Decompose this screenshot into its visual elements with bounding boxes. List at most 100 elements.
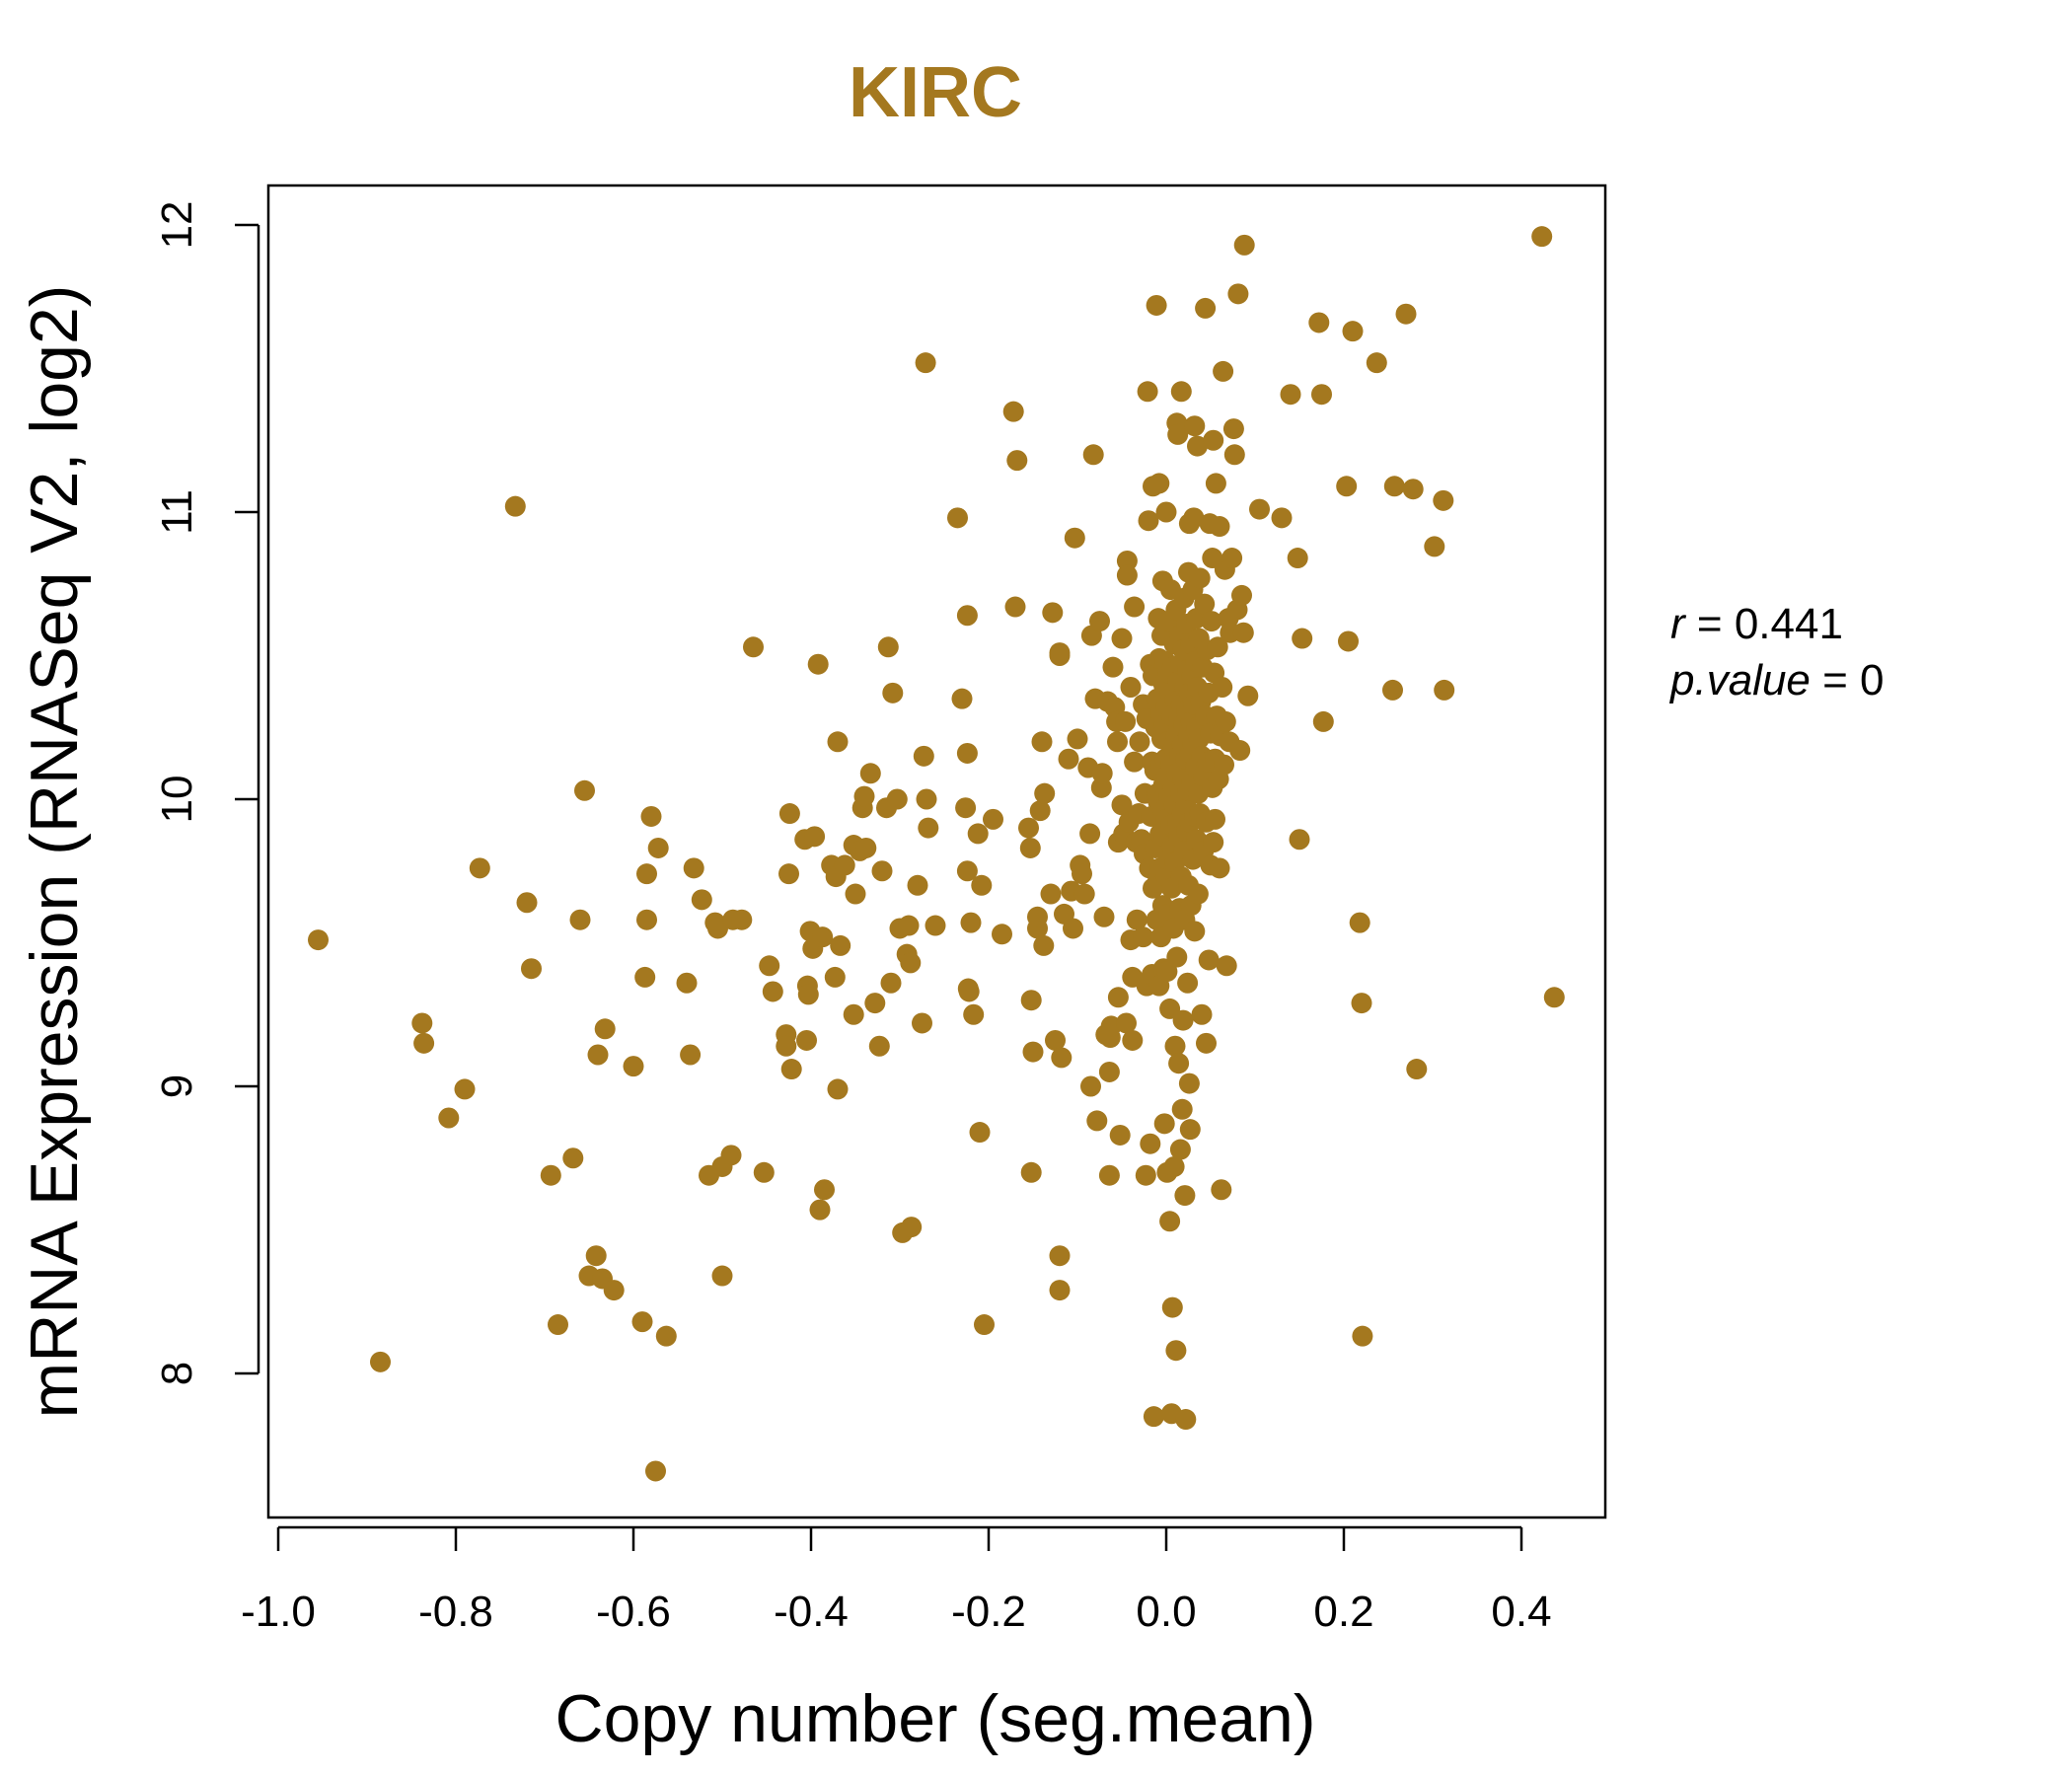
- scatter-point: [1164, 1035, 1186, 1057]
- scatter-point: [1093, 906, 1115, 927]
- y-tick-label: 9: [153, 1074, 201, 1098]
- scatter-point: [1082, 444, 1104, 466]
- scatter-point: [454, 1078, 476, 1100]
- scatter-point: [1120, 677, 1142, 699]
- y-tick-label: 12: [153, 201, 201, 250]
- scatter-point: [1138, 510, 1159, 532]
- scatter-point: [915, 352, 936, 374]
- scatter-point: [900, 952, 922, 974]
- x-tick-label: -0.8: [418, 1588, 493, 1636]
- scatter-point: [827, 1078, 849, 1100]
- scatter-point: [585, 1245, 607, 1267]
- scatter-point: [1308, 312, 1330, 333]
- scatter-point: [1382, 679, 1403, 701]
- scatter-point: [809, 1199, 831, 1221]
- scatter-point: [1020, 990, 1042, 1011]
- x-tick-label: -1.0: [241, 1588, 316, 1636]
- scatter-point: [413, 1032, 435, 1054]
- x-tick-label: -0.6: [596, 1588, 671, 1636]
- scatter-point: [898, 915, 920, 936]
- scatter-point: [636, 863, 657, 885]
- scatter-point: [1175, 1409, 1197, 1431]
- scatter-point: [1124, 751, 1146, 773]
- x-tick-label: -0.4: [774, 1588, 849, 1636]
- scatter-point: [720, 1145, 742, 1166]
- scatter-point: [631, 1311, 653, 1333]
- scatter-point: [992, 924, 1012, 945]
- scatter-point: [859, 763, 881, 784]
- scatter-point: [1312, 710, 1334, 732]
- scatter-point: [1214, 754, 1234, 776]
- scatter-point: [1223, 444, 1245, 466]
- scatter-point: [916, 788, 937, 810]
- scatter-point: [1086, 1110, 1108, 1132]
- scatter-point: [1140, 1133, 1161, 1154]
- scatter-point: [886, 788, 908, 810]
- scatter-point: [1049, 1280, 1071, 1301]
- scatter-point: [824, 966, 846, 988]
- scatter-point: [1135, 1164, 1156, 1186]
- scatter-point: [469, 857, 490, 879]
- scatter-point: [1122, 1029, 1144, 1051]
- scatter-point: [1280, 384, 1301, 406]
- scatter-point: [877, 636, 899, 658]
- r-label: r: [1670, 600, 1687, 648]
- scatter-point: [955, 797, 977, 819]
- scatter-point: [647, 837, 669, 858]
- scatter-point: [1098, 1164, 1120, 1186]
- scatter-point: [1287, 548, 1308, 569]
- scatter-point: [1231, 584, 1252, 606]
- scatter-point: [655, 1325, 677, 1347]
- scatter-point: [974, 1314, 995, 1336]
- scatter-point: [1237, 685, 1259, 706]
- scatter-point: [1168, 1053, 1190, 1074]
- scatter-point: [907, 874, 928, 896]
- scatter-point: [1034, 782, 1056, 804]
- scatter-point: [1289, 829, 1310, 851]
- scatter-point: [1133, 926, 1154, 948]
- p-label: p.value: [1668, 656, 1811, 704]
- scatter-point: [880, 972, 902, 994]
- scatter-point: [1018, 817, 1039, 839]
- scatter-point: [1116, 1012, 1137, 1034]
- scatter-point: [1198, 949, 1220, 971]
- scatter-point: [1006, 450, 1028, 472]
- scatter-point: [912, 1012, 932, 1034]
- scatter-point: [1207, 636, 1228, 658]
- y-axis-title: mRNA Expression (RNASeq V2, log2): [17, 285, 92, 1419]
- scatter-point: [868, 1035, 890, 1057]
- scatter-point: [1184, 415, 1206, 437]
- scatter-point: [1338, 630, 1359, 652]
- scatter-point: [1178, 1073, 1200, 1094]
- scatter-point: [855, 837, 877, 858]
- scatter-point: [1115, 710, 1137, 732]
- scatter-point: [1434, 679, 1455, 701]
- scatter-point: [1063, 918, 1083, 939]
- scatter-point: [594, 1018, 616, 1040]
- scatter-point: [1271, 507, 1293, 529]
- y-axis: 8 9 10 11 12: [153, 201, 260, 1385]
- x-tick-label: 0.0: [1136, 1588, 1196, 1636]
- scatter-point: [1049, 642, 1071, 664]
- scatter-point: [1126, 909, 1147, 930]
- scatter-point: [1143, 1406, 1164, 1428]
- scatter-point: [780, 1059, 802, 1080]
- scatter-point: [623, 1056, 644, 1077]
- scatter-point: [1196, 1032, 1217, 1054]
- scatter-point: [1161, 1296, 1183, 1318]
- scatter-point: [1215, 710, 1236, 732]
- scatter-point: [308, 929, 329, 951]
- scatter-point: [1111, 794, 1133, 816]
- scatter-point: [1191, 1003, 1213, 1025]
- y-tick-label: 8: [153, 1362, 201, 1385]
- scatter-point: [1366, 352, 1387, 374]
- scatter-point: [1080, 1075, 1101, 1097]
- scatter-point: [1019, 837, 1041, 858]
- scatter-point: [411, 1012, 433, 1034]
- scatter-point: [634, 966, 656, 988]
- scatter-point: [1195, 297, 1217, 319]
- scatter-point: [1079, 823, 1101, 845]
- scatter-point: [1311, 384, 1332, 406]
- scatter-point: [1045, 1029, 1066, 1051]
- scatter-point: [1402, 479, 1424, 500]
